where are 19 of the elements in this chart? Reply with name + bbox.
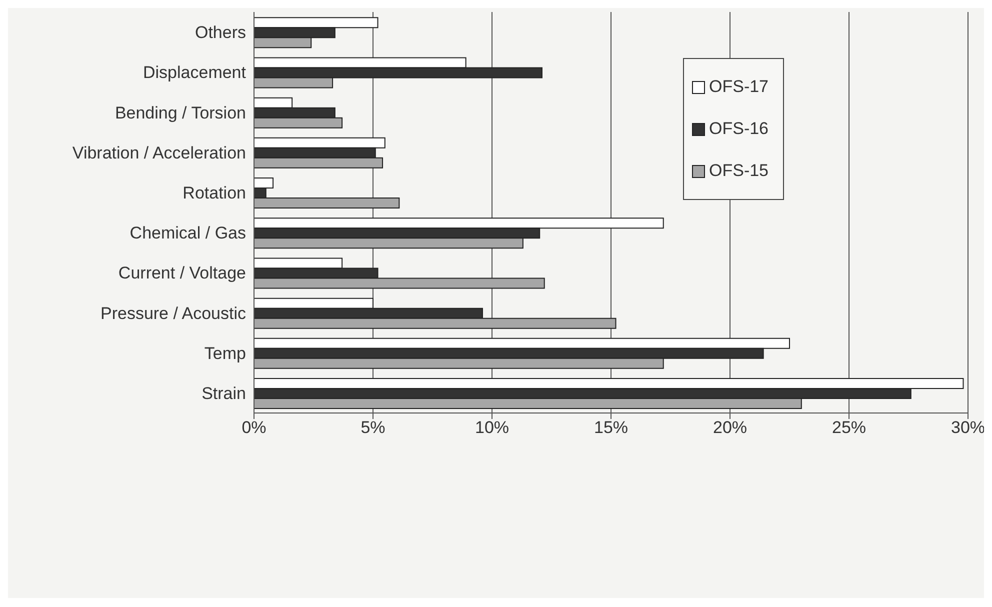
legend-label: OFS-16 (709, 119, 769, 139)
y-tick-label: Rotation (182, 183, 246, 202)
y-tick-label: Bending / Torsion (114, 103, 246, 122)
y-tick-label: Pressure / Acoustic (100, 304, 246, 323)
y-tick-label: Strain (202, 384, 246, 403)
x-tick-label: 20% (712, 418, 748, 438)
x-tick-label: 15% (594, 418, 628, 438)
y-tick-label: Chemical / Gas (130, 224, 246, 243)
y-tick-label: Others (194, 23, 246, 42)
legend-label: OFS-15 (709, 161, 769, 181)
y-tick-label: Temp (204, 344, 246, 363)
x-tick-label: 0% (242, 418, 266, 438)
y-tick-label: Current / Voltage (118, 264, 246, 283)
y-tick-label: Displacement (143, 63, 246, 82)
x-tick-label: 25% (832, 418, 866, 438)
x-tick-label: 10% (474, 418, 510, 438)
x-tick-label: 5% (360, 418, 386, 438)
y-tick-label: Vibration / Acceleration (72, 143, 246, 162)
legend-label: OFS-17 (709, 77, 769, 97)
